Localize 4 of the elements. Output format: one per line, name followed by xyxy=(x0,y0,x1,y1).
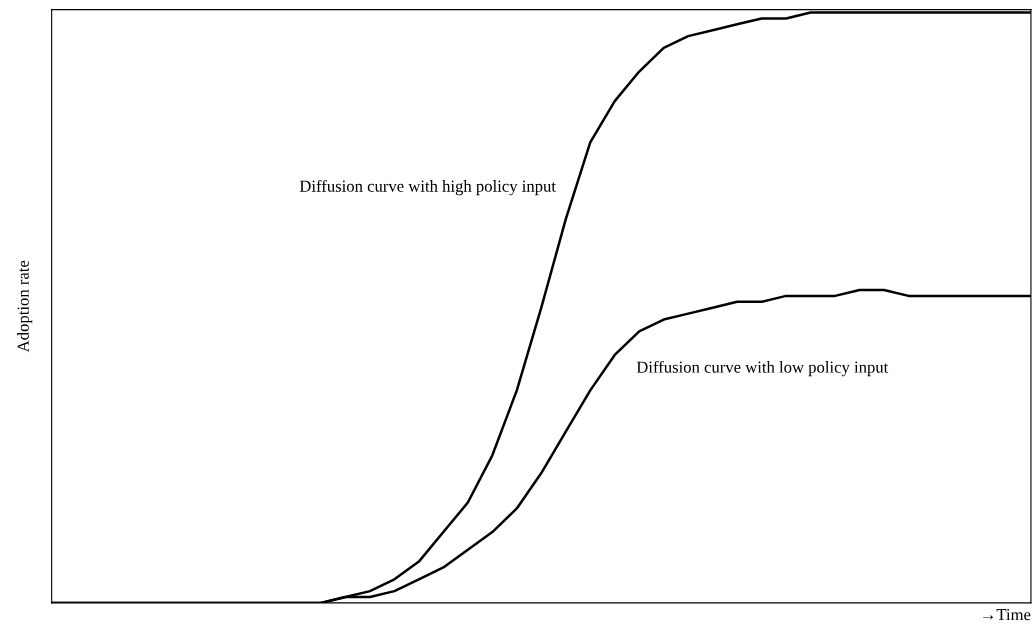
y-axis-title: Adoption rate xyxy=(17,260,33,353)
series-label: Diffusion curve with high policy input xyxy=(299,179,556,196)
series-label: Diffusion curve with low policy input xyxy=(636,360,889,377)
x-axis-title: →Time xyxy=(983,608,1031,621)
